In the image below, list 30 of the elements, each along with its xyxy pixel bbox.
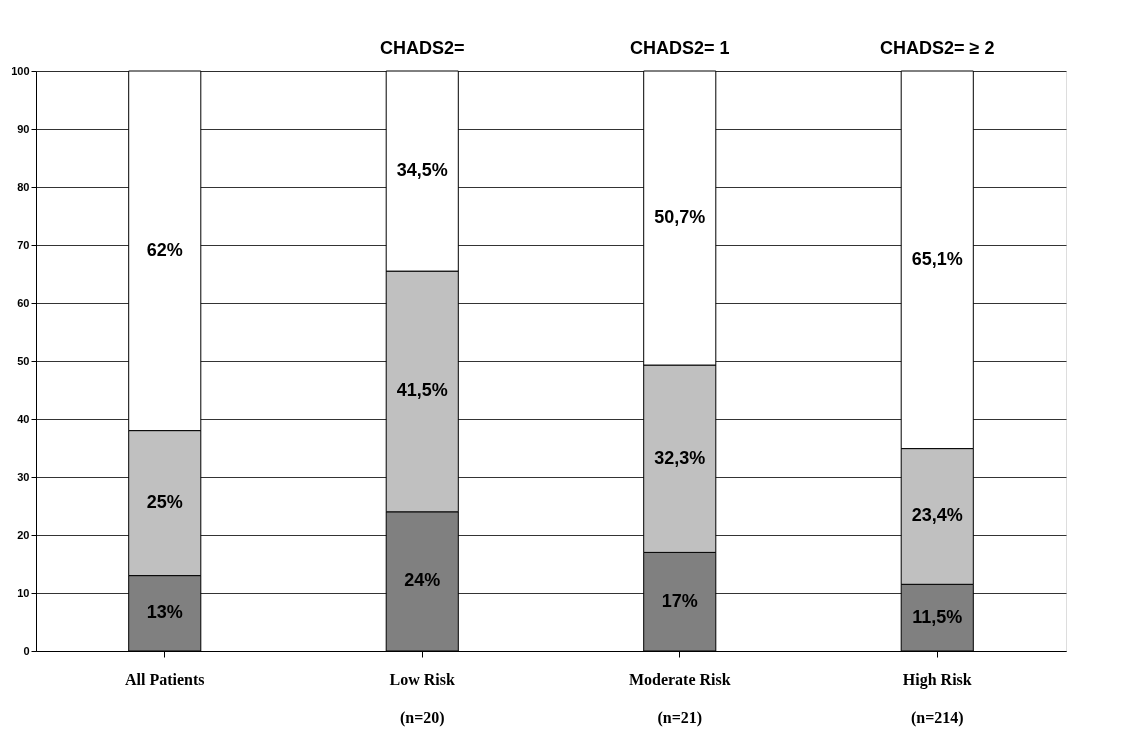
- data-label: 65,1%: [911, 248, 963, 269]
- y-tick-label: 90: [17, 122, 30, 135]
- data-label: 25%: [146, 492, 183, 513]
- category-label: Low Risk (n=20): [389, 670, 455, 726]
- data-label: 13%: [146, 602, 183, 623]
- y-tick-label: 30: [17, 470, 30, 483]
- data-label: 32,3%: [654, 447, 706, 468]
- text: CHADS2= ≥ 2: [880, 38, 995, 58]
- y-tick-label: 10: [17, 586, 30, 599]
- y-tick-label: 20: [17, 528, 30, 541]
- data-label: 50,7%: [654, 207, 706, 228]
- text: CHADS2= 1: [629, 38, 730, 58]
- category-label: Moderate Risk (n=21): [628, 670, 731, 726]
- y-tick-label: 60: [17, 296, 30, 309]
- data-label: 17%: [661, 590, 698, 611]
- y-tick-label: 50: [17, 354, 30, 367]
- data-label: 62%: [146, 239, 183, 260]
- data-label: 41,5%: [396, 380, 448, 401]
- text: CHADS2=: [379, 38, 465, 58]
- data-label: 23,4%: [911, 505, 963, 526]
- data-label: 34,5%: [396, 160, 448, 181]
- data-label: 11,5%: [912, 606, 963, 627]
- y-tick-label: 40: [17, 412, 30, 425]
- data-label: 24%: [404, 570, 441, 591]
- y-tick-label: 70: [17, 238, 30, 251]
- category-label: High Risk (n=214): [902, 670, 972, 726]
- y-tick-label: 100: [11, 64, 30, 77]
- x-tick-label: All Patients: [124, 670, 205, 688]
- y-tick-label: 0: [23, 644, 30, 657]
- y-tick-label: 80: [17, 180, 30, 193]
